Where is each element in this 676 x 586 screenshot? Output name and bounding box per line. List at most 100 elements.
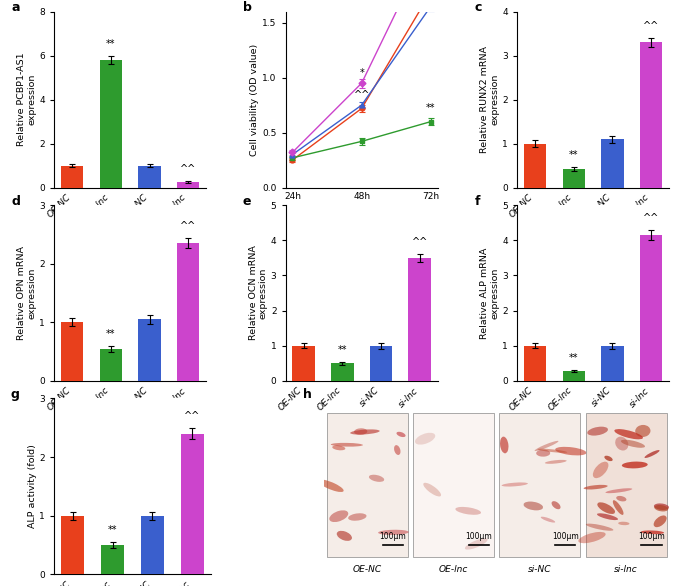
- Ellipse shape: [423, 483, 441, 496]
- Text: d: d: [11, 195, 20, 207]
- Text: **: **: [569, 150, 579, 160]
- Text: **: **: [106, 329, 116, 339]
- Bar: [139, 165, 161, 188]
- Ellipse shape: [654, 516, 667, 527]
- Ellipse shape: [397, 432, 406, 437]
- Text: *: *: [359, 68, 364, 78]
- Ellipse shape: [654, 503, 669, 510]
- Text: **: **: [108, 525, 118, 535]
- Y-axis label: Relative OCN mRNA
expression: Relative OCN mRNA expression: [249, 246, 268, 340]
- Ellipse shape: [536, 449, 550, 456]
- Text: **: **: [337, 345, 347, 355]
- Ellipse shape: [597, 513, 618, 520]
- Text: **: **: [106, 39, 116, 49]
- Ellipse shape: [350, 430, 380, 435]
- Ellipse shape: [552, 501, 560, 509]
- Ellipse shape: [617, 496, 627, 502]
- Bar: [177, 243, 199, 381]
- Text: c: c: [475, 1, 482, 14]
- Bar: [101, 545, 124, 574]
- Ellipse shape: [500, 437, 508, 454]
- Ellipse shape: [394, 445, 400, 455]
- Ellipse shape: [593, 462, 608, 478]
- Ellipse shape: [333, 445, 345, 450]
- Ellipse shape: [598, 502, 615, 514]
- Text: f: f: [475, 195, 480, 207]
- Ellipse shape: [555, 447, 587, 455]
- FancyBboxPatch shape: [585, 413, 667, 557]
- Bar: [62, 516, 84, 574]
- Ellipse shape: [348, 513, 366, 521]
- Y-axis label: Relative RUNX2 mRNA
expression: Relative RUNX2 mRNA expression: [480, 46, 500, 153]
- Text: ^^: ^^: [184, 411, 201, 421]
- Text: ^^: ^^: [643, 21, 659, 30]
- Bar: [177, 182, 199, 188]
- FancyBboxPatch shape: [413, 413, 494, 557]
- Ellipse shape: [535, 441, 558, 451]
- Ellipse shape: [641, 530, 664, 534]
- Ellipse shape: [456, 507, 481, 515]
- Ellipse shape: [615, 437, 628, 451]
- Ellipse shape: [635, 425, 650, 437]
- Ellipse shape: [537, 449, 567, 453]
- Text: si-lnc: si-lnc: [614, 565, 638, 574]
- Text: ^^: ^^: [643, 213, 659, 223]
- Ellipse shape: [614, 429, 643, 440]
- Text: 100μm: 100μm: [379, 532, 406, 541]
- Text: e: e: [243, 195, 251, 207]
- Ellipse shape: [354, 428, 367, 435]
- Bar: [524, 346, 546, 381]
- Bar: [524, 144, 546, 188]
- Ellipse shape: [331, 443, 363, 447]
- Bar: [331, 363, 354, 381]
- Y-axis label: Relative PCBP1-AS1
expression: Relative PCBP1-AS1 expression: [17, 53, 37, 146]
- Text: **: **: [426, 103, 435, 113]
- Bar: [293, 346, 315, 381]
- Bar: [370, 346, 392, 381]
- Text: ^^: ^^: [180, 164, 196, 175]
- Bar: [141, 516, 164, 574]
- Bar: [562, 371, 585, 381]
- Ellipse shape: [606, 488, 632, 493]
- Bar: [61, 165, 83, 188]
- Text: b: b: [243, 1, 251, 14]
- Ellipse shape: [587, 427, 608, 435]
- Text: si-NC: si-NC: [528, 565, 552, 574]
- Ellipse shape: [545, 460, 566, 464]
- Bar: [139, 319, 161, 381]
- Text: **: **: [569, 353, 579, 363]
- Bar: [408, 258, 431, 381]
- Ellipse shape: [583, 485, 608, 489]
- Bar: [99, 349, 122, 381]
- Text: h: h: [304, 388, 312, 401]
- Text: ^^: ^^: [180, 221, 196, 231]
- Y-axis label: Relative ALP mRNA
expression: Relative ALP mRNA expression: [480, 247, 500, 339]
- Text: 100μm: 100μm: [466, 532, 492, 541]
- Text: a: a: [11, 1, 20, 14]
- Ellipse shape: [621, 440, 645, 448]
- Ellipse shape: [586, 524, 613, 531]
- Text: ^^: ^^: [412, 237, 428, 247]
- Text: 100μm: 100μm: [552, 532, 579, 541]
- Text: g: g: [10, 388, 19, 401]
- Y-axis label: Cell viability (OD value): Cell viability (OD value): [250, 43, 260, 156]
- Text: OE-NC: OE-NC: [353, 565, 382, 574]
- Ellipse shape: [523, 502, 543, 510]
- Ellipse shape: [329, 510, 348, 522]
- Ellipse shape: [502, 482, 528, 486]
- Bar: [640, 235, 662, 381]
- Ellipse shape: [613, 500, 623, 515]
- Bar: [562, 169, 585, 188]
- Ellipse shape: [541, 517, 555, 523]
- Bar: [99, 60, 122, 188]
- Text: ^^: ^^: [354, 90, 370, 100]
- FancyBboxPatch shape: [327, 413, 408, 557]
- Bar: [640, 43, 662, 188]
- Y-axis label: Relative OPN mRNA
expression: Relative OPN mRNA expression: [17, 246, 37, 340]
- Bar: [601, 346, 624, 381]
- Ellipse shape: [318, 479, 343, 492]
- Ellipse shape: [618, 522, 629, 525]
- Bar: [180, 434, 204, 574]
- Text: 100μm: 100μm: [638, 532, 665, 541]
- Bar: [61, 322, 83, 381]
